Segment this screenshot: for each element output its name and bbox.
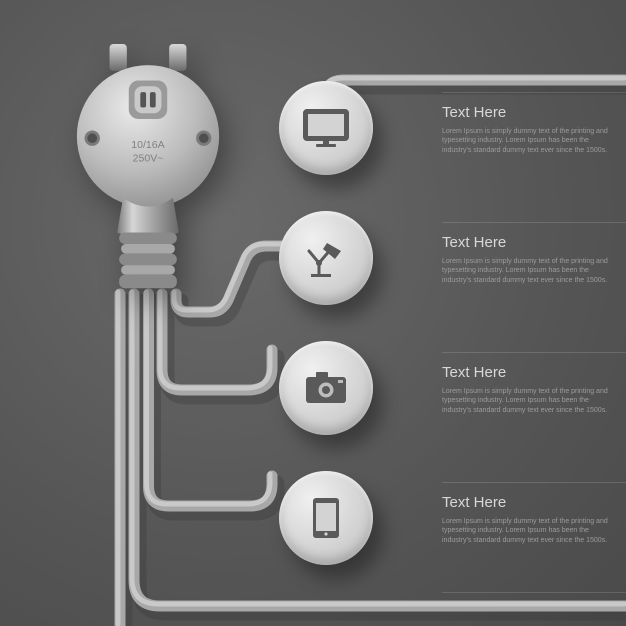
text-block-3: Text Here Lorem Ipsum is simply dummy tex… bbox=[442, 364, 610, 415]
divider bbox=[442, 482, 626, 483]
camera-icon bbox=[301, 363, 351, 413]
node-lamp bbox=[279, 211, 373, 305]
text-block-title: Text Here bbox=[442, 104, 610, 121]
text-block-body: Lorem Ipsum is simply dummy text of the … bbox=[442, 127, 610, 155]
divider bbox=[442, 92, 626, 93]
text-block-1: Text Here Lorem Ipsum is simply dummy tex… bbox=[442, 104, 610, 155]
monitor-icon bbox=[301, 103, 351, 153]
text-block-2: Text Here Lorem Ipsum is simply dummy tex… bbox=[442, 234, 610, 285]
plug-label-bottom: 250V~ bbox=[133, 152, 164, 164]
text-block-title: Text Here bbox=[442, 494, 610, 511]
node-camera bbox=[279, 341, 373, 435]
text-block-body: Lorem Ipsum is simply dummy text of the … bbox=[442, 517, 610, 545]
tablet-icon bbox=[301, 493, 351, 543]
divider bbox=[442, 222, 626, 223]
lamp-icon bbox=[301, 233, 351, 283]
text-block-title: Text Here bbox=[442, 234, 610, 251]
node-monitor bbox=[279, 81, 373, 175]
power-plug: 10/16A 250V~ bbox=[68, 44, 228, 294]
plug-label-top: 10/16A bbox=[131, 139, 165, 151]
text-block-title: Text Here bbox=[442, 364, 610, 381]
text-block-body: Lorem Ipsum is simply dummy text of the … bbox=[442, 387, 610, 415]
divider bbox=[442, 352, 626, 353]
node-tablet bbox=[279, 471, 373, 565]
text-block-body: Lorem Ipsum is simply dummy text of the … bbox=[442, 257, 610, 285]
text-block-4: Text Here Lorem Ipsum is simply dummy tex… bbox=[442, 494, 610, 545]
infographic-stage: 10/16A 250V~ Text Here Lorem Ipsum is sim… bbox=[0, 0, 626, 626]
divider bbox=[442, 592, 626, 593]
